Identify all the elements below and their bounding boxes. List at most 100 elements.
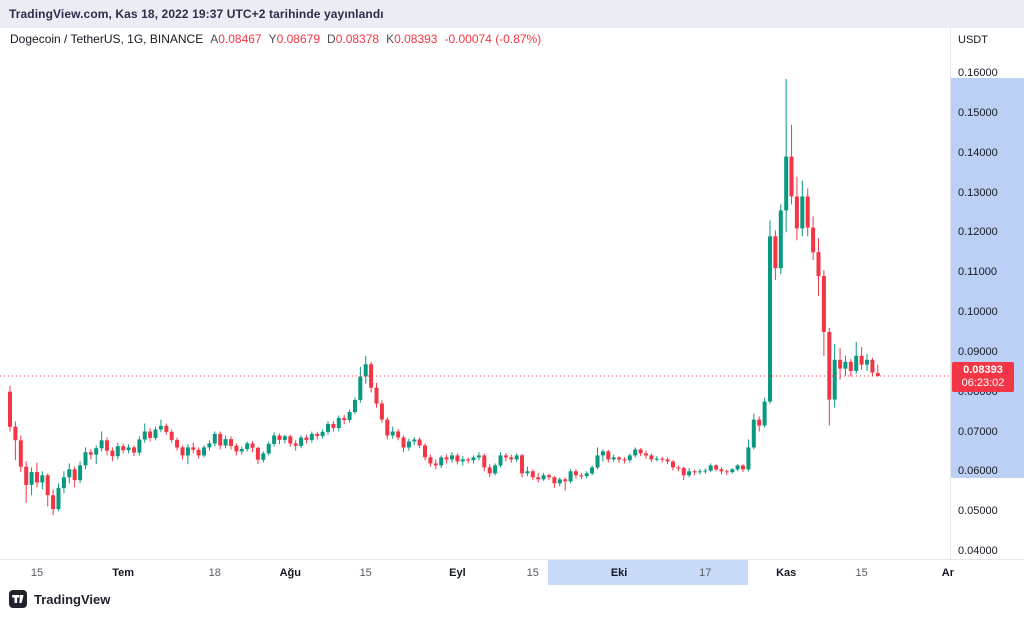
last-price-value: 0.08393 bbox=[963, 364, 1003, 376]
candle bbox=[627, 455, 632, 461]
candle bbox=[379, 403, 384, 420]
candle bbox=[218, 433, 223, 446]
candle bbox=[223, 439, 228, 446]
time-tick-month: Eyl bbox=[449, 566, 466, 579]
candle bbox=[342, 418, 347, 420]
candle bbox=[406, 441, 411, 448]
candle bbox=[8, 391, 12, 427]
candle bbox=[875, 373, 880, 376]
candle bbox=[832, 359, 837, 400]
candle bbox=[105, 440, 109, 451]
candle bbox=[18, 440, 23, 467]
candle bbox=[61, 477, 66, 489]
candle bbox=[88, 452, 93, 455]
candle bbox=[460, 459, 465, 462]
candle bbox=[255, 447, 260, 460]
ohlc-close: K0.08393 bbox=[386, 32, 438, 46]
candle bbox=[401, 437, 406, 448]
candle bbox=[191, 447, 196, 450]
tradingview-logo[interactable]: TradingView bbox=[9, 590, 110, 608]
candle bbox=[358, 376, 363, 400]
price-tick-label: 0.16000 bbox=[958, 67, 998, 79]
time-tick-month: Ar bbox=[941, 566, 955, 579]
candle bbox=[557, 479, 562, 484]
symbol-title[interactable]: Dogecoin / TetherUS, 1G, BINANCE bbox=[10, 32, 204, 46]
price-change: -0.00074 (-0.87%) bbox=[444, 32, 542, 46]
candle bbox=[870, 359, 875, 373]
candle bbox=[196, 449, 201, 456]
candle bbox=[115, 446, 120, 457]
candle bbox=[185, 447, 190, 456]
candle bbox=[444, 457, 449, 460]
ohlc-high: Y0.08679 bbox=[268, 32, 321, 46]
candle bbox=[315, 433, 320, 436]
price-tick-label: 0.12000 bbox=[958, 226, 998, 239]
candle bbox=[45, 475, 50, 496]
candle bbox=[148, 431, 153, 438]
candle bbox=[827, 331, 832, 400]
candle bbox=[800, 196, 805, 229]
candle bbox=[164, 425, 169, 432]
candle bbox=[611, 457, 616, 460]
candle bbox=[854, 355, 859, 371]
candle bbox=[374, 387, 379, 404]
time-tick-month: Eki bbox=[610, 566, 628, 579]
candle bbox=[132, 447, 136, 453]
time-tick-day: 15 bbox=[855, 566, 868, 579]
candle bbox=[99, 440, 104, 449]
candle bbox=[735, 465, 740, 470]
time-tick-month: Tem bbox=[112, 566, 135, 579]
candle bbox=[353, 400, 357, 412]
candle bbox=[272, 435, 277, 444]
candle bbox=[304, 437, 309, 440]
candle bbox=[848, 361, 853, 371]
candle bbox=[773, 236, 778, 269]
time-axis[interactable]: 15 Tem 18 Ağu 15 Eyl 15 Eki 17 Kas 15 Ar bbox=[0, 559, 1024, 585]
candle bbox=[525, 471, 530, 474]
price-axis[interactable]: USDT 0.16000 0.15000 0.14000 0.13000 0.12000… bbox=[950, 28, 1024, 559]
candle bbox=[369, 364, 374, 388]
price-tick-label: 0.15000 bbox=[958, 106, 998, 119]
candle bbox=[595, 455, 600, 468]
candle bbox=[126, 447, 131, 451]
time-tick-month: Kas bbox=[776, 566, 797, 579]
candle bbox=[708, 465, 713, 471]
candle bbox=[180, 447, 185, 456]
candle bbox=[487, 467, 492, 474]
candle bbox=[671, 461, 675, 468]
tradingview-logo-icon bbox=[9, 590, 27, 608]
candle bbox=[536, 477, 541, 480]
candlestick-plot[interactable] bbox=[0, 28, 950, 559]
candle bbox=[714, 465, 719, 470]
candle bbox=[568, 471, 573, 482]
publish-info-text: TradingView.com, Kas 18, 2022 19:37 UTC+… bbox=[9, 7, 384, 21]
candle bbox=[234, 445, 239, 452]
candle bbox=[703, 470, 708, 472]
candle bbox=[530, 471, 535, 478]
price-tick-label: 0.10000 bbox=[958, 306, 998, 318]
time-tick-month: Ağu bbox=[279, 566, 301, 579]
candle bbox=[757, 419, 762, 426]
candle bbox=[789, 156, 794, 197]
candle bbox=[309, 433, 314, 440]
price-tick-label: 0.14000 bbox=[958, 146, 998, 159]
candle bbox=[547, 475, 551, 478]
candle bbox=[428, 457, 433, 464]
publish-info-bar: TradingView.com, Kas 18, 2022 19:37 UTC+… bbox=[0, 0, 1024, 28]
candle bbox=[72, 469, 77, 481]
candle bbox=[212, 433, 217, 444]
candle bbox=[676, 467, 681, 469]
ohlc-open: A0.08467 bbox=[210, 32, 262, 46]
candle bbox=[784, 156, 789, 211]
candle bbox=[843, 361, 848, 369]
candle bbox=[250, 443, 255, 448]
candle bbox=[654, 458, 659, 460]
candle bbox=[266, 443, 271, 454]
candle bbox=[741, 465, 745, 470]
candle bbox=[644, 453, 648, 456]
candle bbox=[175, 439, 180, 448]
tradingview-logo-text: TradingView bbox=[34, 591, 111, 607]
candle bbox=[730, 469, 735, 473]
candle bbox=[288, 436, 293, 444]
